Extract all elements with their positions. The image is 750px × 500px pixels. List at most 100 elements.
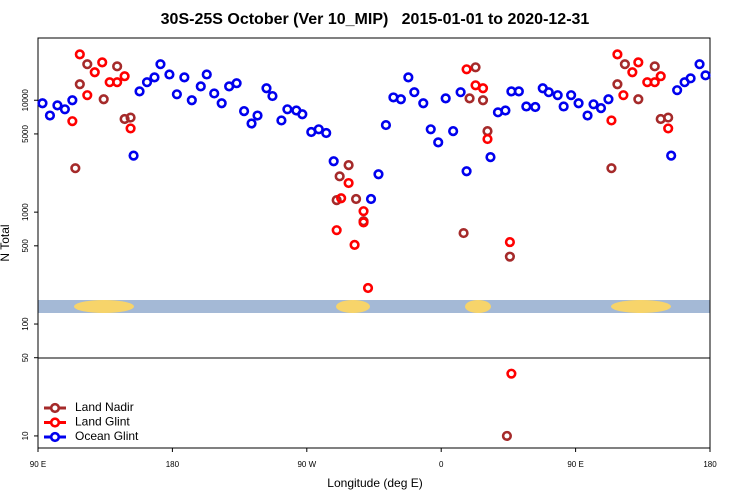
legend-label: Land Glint bbox=[75, 415, 130, 429]
land bbox=[74, 300, 134, 313]
point bbox=[395, 94, 406, 105]
land bbox=[611, 300, 671, 313]
point bbox=[282, 104, 293, 115]
legend-label: Land Nadir bbox=[75, 400, 134, 414]
point bbox=[418, 98, 429, 109]
land bbox=[336, 300, 370, 313]
point bbox=[582, 110, 593, 121]
point bbox=[700, 70, 711, 81]
point bbox=[530, 101, 541, 113]
point bbox=[74, 49, 85, 60]
point bbox=[461, 166, 472, 177]
point bbox=[336, 193, 347, 204]
point bbox=[246, 118, 257, 129]
point bbox=[350, 193, 362, 205]
point bbox=[455, 87, 466, 98]
point bbox=[179, 72, 190, 83]
point bbox=[573, 98, 584, 109]
point bbox=[627, 67, 638, 78]
point bbox=[358, 217, 369, 228]
point bbox=[649, 61, 660, 72]
legend-marker bbox=[49, 402, 61, 414]
point bbox=[276, 115, 287, 126]
point bbox=[331, 225, 342, 236]
point bbox=[119, 113, 130, 125]
point bbox=[619, 59, 630, 70]
point bbox=[321, 127, 332, 139]
point bbox=[125, 112, 136, 123]
y-tick-label: 10000 bbox=[21, 89, 30, 112]
point bbox=[425, 124, 436, 135]
point bbox=[482, 133, 493, 145]
point bbox=[552, 90, 563, 101]
point bbox=[74, 79, 85, 90]
point bbox=[448, 125, 459, 137]
point bbox=[612, 49, 623, 60]
point bbox=[82, 59, 93, 70]
point bbox=[618, 90, 629, 101]
marks bbox=[37, 49, 711, 442]
point bbox=[128, 150, 139, 161]
point bbox=[70, 163, 81, 174]
band bbox=[38, 300, 710, 313]
point bbox=[373, 169, 384, 180]
point bbox=[141, 77, 153, 88]
point bbox=[82, 90, 93, 101]
point bbox=[403, 72, 414, 83]
point bbox=[328, 156, 339, 167]
point bbox=[89, 67, 100, 78]
point bbox=[149, 72, 160, 83]
point bbox=[485, 152, 496, 163]
y-tick-label: 1000 bbox=[21, 203, 30, 221]
point bbox=[501, 430, 513, 442]
x-axis-label: Longitude (deg E) bbox=[327, 476, 422, 490]
point bbox=[52, 100, 63, 111]
chart-title: 30S-25S October (Ver 10_MIP) 2015-01-01 … bbox=[161, 11, 590, 28]
point bbox=[500, 105, 511, 116]
point bbox=[409, 87, 420, 98]
point bbox=[37, 98, 48, 109]
point bbox=[685, 73, 696, 84]
point bbox=[358, 206, 369, 217]
point bbox=[433, 137, 444, 148]
point bbox=[365, 193, 377, 205]
land-mask-band bbox=[38, 300, 710, 313]
point bbox=[666, 150, 677, 161]
legend-marker bbox=[49, 417, 61, 428]
legend-marker bbox=[49, 431, 61, 443]
point bbox=[112, 61, 123, 72]
point bbox=[119, 71, 130, 82]
legend-label: Ocean Glint bbox=[75, 429, 139, 443]
land bbox=[465, 300, 491, 313]
x-tick-label: 90 E bbox=[30, 460, 46, 469]
point bbox=[663, 123, 674, 134]
x-tick-label: 0 bbox=[439, 460, 444, 469]
point bbox=[201, 69, 212, 80]
point bbox=[458, 227, 469, 239]
point bbox=[252, 110, 263, 121]
point bbox=[566, 90, 577, 101]
x-tick-label: 180 bbox=[166, 460, 180, 469]
point bbox=[231, 78, 242, 89]
point bbox=[464, 93, 475, 104]
point bbox=[186, 95, 197, 106]
point bbox=[504, 236, 515, 248]
point bbox=[59, 104, 70, 115]
point bbox=[67, 116, 78, 127]
point bbox=[97, 57, 108, 68]
point bbox=[297, 109, 308, 120]
point bbox=[606, 115, 617, 126]
point bbox=[67, 95, 78, 106]
point bbox=[663, 112, 674, 123]
y-tick-label: 10 bbox=[21, 431, 30, 440]
point bbox=[44, 110, 56, 121]
point bbox=[334, 171, 345, 182]
point bbox=[380, 119, 392, 131]
point bbox=[261, 83, 272, 94]
point bbox=[343, 160, 354, 171]
point bbox=[461, 64, 472, 75]
point bbox=[504, 251, 515, 262]
y-tick-label: 5000 bbox=[21, 124, 30, 142]
point bbox=[612, 79, 623, 90]
